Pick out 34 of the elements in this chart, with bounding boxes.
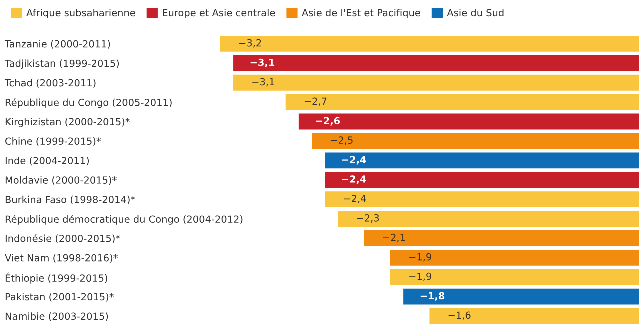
y-tick-label: Pakistan (2001-2015)*: [6, 293, 114, 302]
data-label: −2,4: [342, 156, 366, 165]
data-label: −3,1: [250, 58, 275, 68]
data-label: −2,3: [357, 214, 380, 223]
legend-label: Asie de l'Est et Pacifique: [302, 9, 420, 18]
y-tick-label: Burkina Faso (1998-2014)*: [6, 196, 136, 205]
data-label: −2,4: [342, 176, 366, 184]
y-tick-label: Chine (1999-2015)*: [6, 138, 102, 146]
data-label: −1,9: [410, 272, 432, 282]
legend-label: Asie du Sud: [447, 9, 504, 17]
data-label: −2,7: [304, 98, 327, 106]
data-label: −1,8: [420, 292, 445, 301]
y-tick-label: Tadjikistan (1999-2015): [4, 60, 120, 70]
data-label: −3,2: [240, 39, 262, 48]
data-label: −2,5: [331, 136, 353, 146]
y-tick-label: Kirghizistan (2000-2015)*: [6, 118, 130, 128]
y-tick-label: République du Congo (2005-2011): [6, 98, 172, 108]
data-label: −2,1: [383, 234, 406, 242]
data-label: −1,9: [410, 253, 432, 262]
legend-label: Afrique subsaharienne: [26, 9, 136, 18]
y-tick-label: Tchad (2003-2011): [4, 79, 96, 88]
legend-label: Europe et Asie centrale: [163, 9, 276, 18]
data-label: −1,6: [448, 312, 471, 320]
y-tick-label: Éthiopie (1999-2015): [6, 272, 108, 284]
y-tick-label: Indonésie (2000-2015)*: [6, 234, 120, 244]
y-tick-label: Viet Nam (1998-2016)*: [5, 254, 118, 263]
data-label: −2,6: [316, 117, 340, 126]
data-label: −3,1: [252, 78, 274, 87]
y-tick-label: Moldavie (2000-2015)*: [6, 176, 117, 186]
data-label: −2,4: [344, 195, 366, 204]
y-tick-label: République démocratique du Congo (2004-2012): [6, 215, 243, 225]
y-tick-label: Tanzanie (2000-2011): [4, 40, 110, 49]
y-tick-label: Namibie (2003-2015): [6, 312, 108, 322]
y-tick-label: Inde (2004-2011): [6, 156, 90, 166]
